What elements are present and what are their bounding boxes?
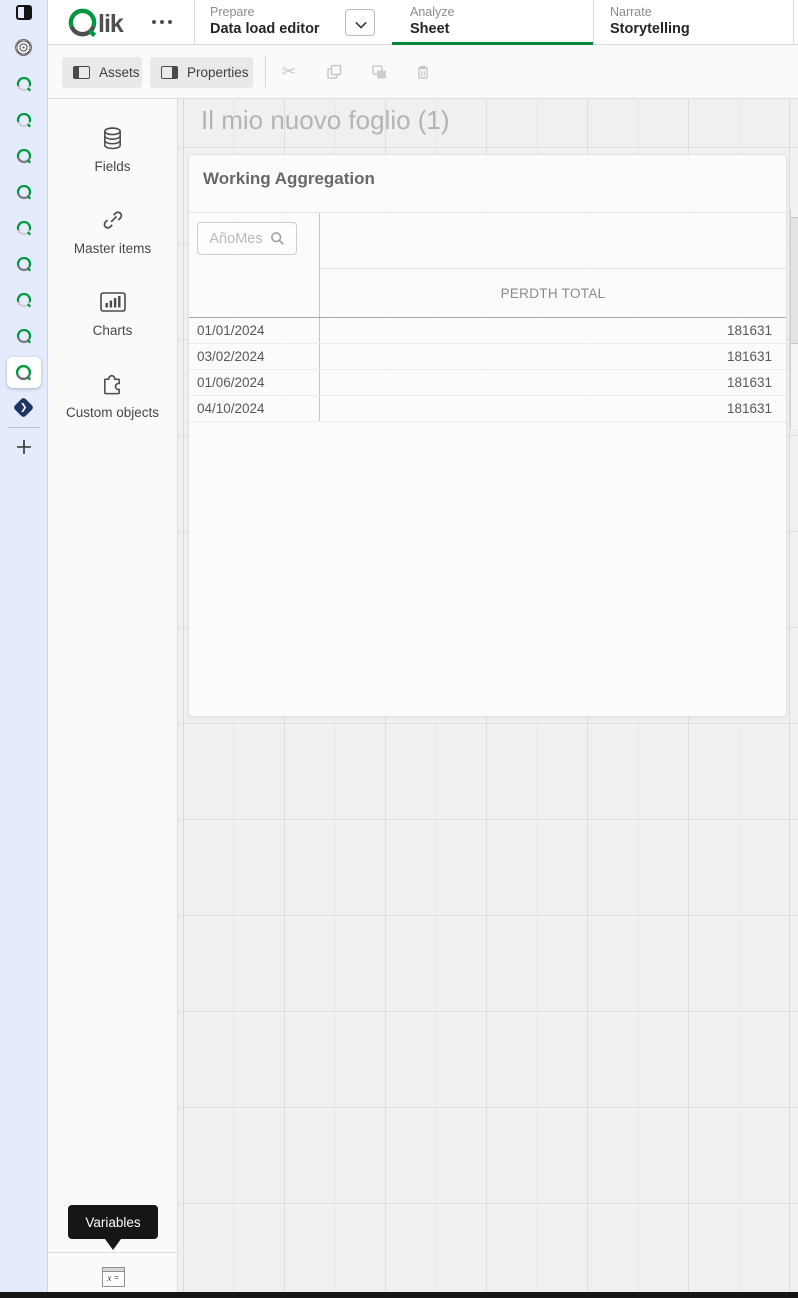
edit-toolbar: Assets Properties ✂ bbox=[48, 45, 798, 99]
nav-tab-analyze[interactable]: Analyze Sheet bbox=[410, 4, 454, 39]
qlik-tab-icon[interactable] bbox=[16, 184, 32, 200]
database-icon bbox=[101, 125, 124, 151]
puzzle-icon bbox=[100, 371, 125, 397]
dimension-cell[interactable]: 04/10/2024 bbox=[197, 401, 265, 416]
assets-panel: Fields Master items Charts Custom object… bbox=[48, 99, 178, 1292]
assets-panel-divider bbox=[48, 1252, 177, 1253]
measure-cell: 181631 bbox=[319, 370, 786, 395]
dimension-cell[interactable]: 01/06/2024 bbox=[197, 375, 265, 390]
variables-tooltip-label: Variables bbox=[85, 1214, 141, 1230]
copy-icon[interactable] bbox=[325, 63, 343, 81]
dimension-cell[interactable]: 01/01/2024 bbox=[197, 323, 265, 338]
assets-item-custom-objects[interactable]: Custom objects bbox=[48, 359, 177, 441]
tab-strip-divider bbox=[7, 427, 40, 428]
qlik-logo[interactable]: lik bbox=[67, 7, 124, 38]
qlik-tab-icon[interactable] bbox=[16, 220, 32, 236]
scrollbar-thumb[interactable] bbox=[791, 217, 798, 344]
assets-item-label: Charts bbox=[92, 323, 133, 338]
nav-page-label: Data load editor bbox=[210, 21, 320, 37]
cut-icon[interactable]: ✂ bbox=[281, 62, 297, 81]
pivot-corner-cell: AñoMes bbox=[189, 213, 319, 317]
new-tab-icon[interactable] bbox=[15, 438, 33, 456]
variables-icon-label: x = bbox=[107, 1273, 120, 1283]
measure-cell: 181631 bbox=[319, 396, 786, 421]
qlik-logo-text: lik bbox=[98, 9, 124, 38]
link-icon bbox=[101, 207, 125, 233]
qlik-data-integration-tab-icon[interactable]: ❯ bbox=[12, 396, 35, 419]
pivot-header: AñoMes PERDTH TOTAL bbox=[189, 212, 786, 318]
assets-item-label: Fields bbox=[94, 159, 131, 174]
dimension-cell[interactable]: 03/02/2024 bbox=[197, 349, 265, 364]
content-region: Fields Master items Charts Custom object… bbox=[48, 99, 798, 1292]
measure-cell: 181631 bbox=[319, 344, 786, 369]
taskbar-edge bbox=[0, 1292, 798, 1298]
qlik-tab-icon[interactable] bbox=[16, 256, 32, 272]
measure-header: PERDTH TOTAL bbox=[500, 285, 606, 301]
right-edge-scrollbar bbox=[790, 209, 798, 429]
qlik-tab-icon[interactable] bbox=[16, 148, 32, 164]
spiral-favicon-icon[interactable] bbox=[15, 39, 32, 56]
active-tab-underline bbox=[392, 42, 593, 45]
nav-section-label: Narrate bbox=[610, 5, 652, 19]
search-icon bbox=[270, 232, 284, 245]
panel-right-icon bbox=[161, 66, 178, 79]
assets-item-fields[interactable]: Fields bbox=[48, 113, 177, 195]
delete-icon[interactable] bbox=[414, 63, 432, 81]
header-divider bbox=[793, 0, 794, 45]
table-row: 04/10/2024 181631 bbox=[189, 396, 786, 422]
nav-page-label: Sheet bbox=[410, 21, 450, 37]
app-header: lik Prepare Data load editor Analyze She… bbox=[48, 0, 798, 45]
prepare-dropdown-button[interactable] bbox=[345, 9, 375, 36]
variables-icon bbox=[103, 1268, 124, 1272]
more-options-icon[interactable] bbox=[152, 20, 172, 24]
qlik-tab-icon[interactable] bbox=[16, 292, 32, 308]
dimension-search-field[interactable]: AñoMes bbox=[197, 222, 297, 255]
properties-button-label: Properties bbox=[187, 65, 249, 80]
table-row: 01/01/2024 181631 bbox=[189, 318, 786, 344]
toolbar-divider bbox=[265, 56, 266, 87]
nav-section-label: Prepare bbox=[210, 5, 255, 19]
pivot-table-object[interactable]: Working Aggregation AñoMes PERDTH TOTAL bbox=[188, 154, 787, 717]
qlik-tab-icon[interactable] bbox=[16, 76, 32, 92]
panel-left-icon bbox=[73, 66, 90, 79]
sheet-canvas[interactable]: Il mio nuovo foglio (1) Working Aggregat… bbox=[178, 99, 798, 1292]
nav-section-label: Analyze bbox=[410, 5, 455, 19]
assets-button[interactable]: Assets bbox=[62, 57, 142, 88]
bar-chart-icon bbox=[99, 289, 126, 315]
nav-tab-prepare[interactable]: Prepare Data load editor bbox=[210, 4, 320, 39]
variables-button[interactable]: x = bbox=[102, 1267, 125, 1287]
pivot-header-empty-row bbox=[320, 213, 786, 269]
assets-item-label: Master items bbox=[73, 241, 152, 256]
sheet-title: Il mio nuovo foglio (1) bbox=[201, 105, 450, 135]
nav-page-label: Storytelling bbox=[610, 21, 690, 37]
table-row: 01/06/2024 181631 bbox=[189, 370, 786, 396]
browser-tab-strip: ❯ bbox=[0, 0, 48, 1292]
assets-item-master-items[interactable]: Master items bbox=[48, 195, 177, 277]
object-title: Working Aggregation bbox=[203, 169, 375, 188]
pivot-table: AñoMes PERDTH TOTAL 01/01/2024 181631 bbox=[189, 212, 786, 422]
properties-button[interactable]: Properties bbox=[150, 57, 253, 88]
nav-tab-narrate[interactable]: Narrate Storytelling bbox=[610, 4, 690, 39]
variables-tooltip: Variables bbox=[68, 1205, 158, 1250]
assets-button-label: Assets bbox=[99, 65, 140, 80]
assets-item-charts[interactable]: Charts bbox=[48, 277, 177, 359]
assets-item-label: Custom objects bbox=[65, 405, 160, 420]
qlik-tab-icon[interactable] bbox=[16, 328, 32, 344]
measure-cell: 181631 bbox=[319, 318, 786, 343]
pivot-measure-header-area: PERDTH TOTAL bbox=[319, 213, 786, 317]
qlik-tab-active[interactable] bbox=[6, 357, 41, 388]
qlik-tab-icon[interactable] bbox=[16, 112, 32, 128]
header-divider bbox=[593, 0, 594, 45]
sidebar-toggle-icon[interactable] bbox=[15, 5, 32, 20]
header-divider bbox=[194, 0, 195, 45]
paste-icon[interactable] bbox=[370, 63, 388, 81]
qlik-app-window: lik Prepare Data load editor Analyze She… bbox=[48, 0, 798, 1292]
qlik-logo-q-icon bbox=[68, 8, 97, 37]
dimension-search-label: AñoMes bbox=[209, 230, 263, 247]
table-row: 03/02/2024 181631 bbox=[189, 344, 786, 370]
